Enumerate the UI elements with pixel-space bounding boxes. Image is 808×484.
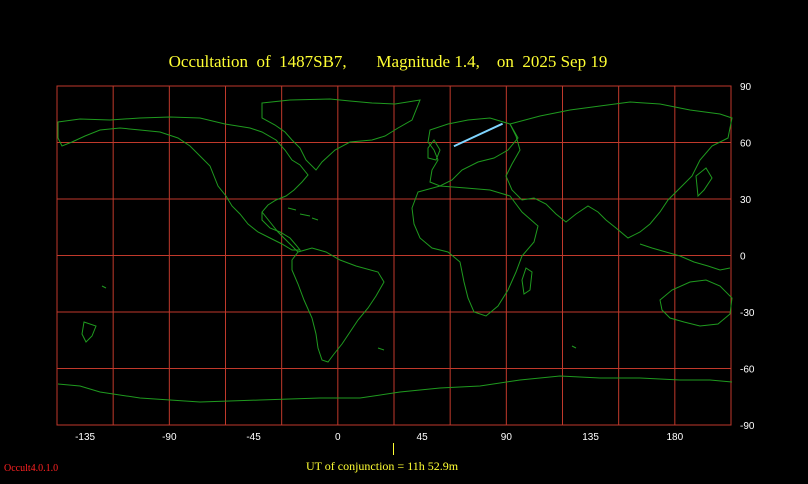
longitude-tick-label: 0 <box>335 432 341 443</box>
africa-coast <box>411 185 539 317</box>
latitude-tick-label: 30 <box>740 195 752 206</box>
longitude-tick-label: -135 <box>75 432 95 443</box>
longitude-tick-label: -90 <box>162 432 177 443</box>
greenland-coast <box>261 98 421 171</box>
latitude-tick-label: -90 <box>740 421 755 432</box>
latitude-tick-label: -30 <box>740 308 755 319</box>
europe-coast <box>427 117 519 187</box>
south-atlantic-islands <box>101 285 577 351</box>
longitude-tick-label: 45 <box>417 432 429 443</box>
grid <box>56 85 732 426</box>
conjunction-marker <box>393 443 394 455</box>
caribbean-islands <box>287 207 319 221</box>
latitude-tick-label: 0 <box>740 252 746 263</box>
longitude-tick-label: 90 <box>501 432 513 443</box>
japan-coast <box>695 167 713 198</box>
longitude-tick-label: 135 <box>582 432 599 443</box>
australia-coast <box>659 279 733 327</box>
longitude-tick-label: -45 <box>246 432 261 443</box>
new-zealand-coast <box>81 321 97 343</box>
antarctica-coast <box>57 375 733 403</box>
latitude-tick-label: 60 <box>740 139 752 150</box>
latitude-tick-label: 90 <box>740 82 752 93</box>
map-title: Occultation of 1487SB7, Magnitude 1.4, o… <box>168 52 608 71</box>
southeast-asia-islands <box>639 243 731 271</box>
latitude-tick-label: -60 <box>740 365 755 376</box>
south-america-coast <box>291 247 385 363</box>
north-america-coast <box>57 116 309 251</box>
asia-coast <box>505 101 733 239</box>
latitude-labels: 90 60 30 0 -30 -60 -90 <box>740 82 755 432</box>
version-label: Occult4.0.1.0 <box>4 463 59 474</box>
occultation-path <box>453 122 504 148</box>
coastlines <box>57 98 733 403</box>
uk-coast <box>427 139 441 161</box>
central-america-coast <box>261 211 299 253</box>
madagascar-coast <box>521 267 533 295</box>
longitude-tick-label: 180 <box>666 432 683 443</box>
longitude-labels: 180 -135 -90 -45 0 45 90 135 <box>75 432 684 443</box>
ut-conjunction-label: UT of conjunction = 11h 52.9m <box>306 459 459 473</box>
